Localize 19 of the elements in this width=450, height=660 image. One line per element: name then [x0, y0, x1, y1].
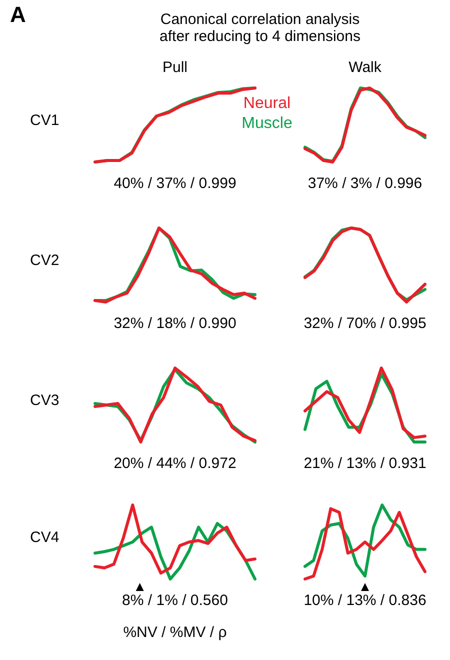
x-axis-title: 8% / 1% / 0.560 — [122, 592, 228, 609]
text: Canonical correlation analysis after reducing to 4 dimensions — [160, 11, 360, 45]
x-axis-title: 37% / 3% / 0.996 — [308, 175, 422, 192]
series-label: Muscle — [242, 115, 292, 132]
y-axis-title: CV4 — [30, 529, 60, 546]
text: A — [10, 2, 26, 27]
chart-title: Pull — [162, 59, 188, 76]
y-axis-title: CV1 — [30, 112, 60, 129]
y-axis-title: CV3 — [30, 392, 60, 409]
series-label: Neural — [243, 95, 291, 112]
x-axis-title: 10% / 13% / 0.836 — [304, 592, 426, 609]
text: %NV / %MV / ρ — [123, 624, 227, 641]
y-axis-title: CV2 — [30, 252, 60, 269]
x-axis-title: 32% / 18% / 0.990 — [114, 315, 236, 332]
x-axis-title: 21% / 13% / 0.931 — [304, 455, 426, 472]
x-axis-title: 32% / 70% / 0.995 — [304, 315, 426, 332]
x-axis-title: 20% / 44% / 0.972 — [114, 455, 236, 472]
x-axis-title: 40% / 37% / 0.999 — [114, 175, 236, 192]
chart-title: Walk — [348, 59, 382, 76]
